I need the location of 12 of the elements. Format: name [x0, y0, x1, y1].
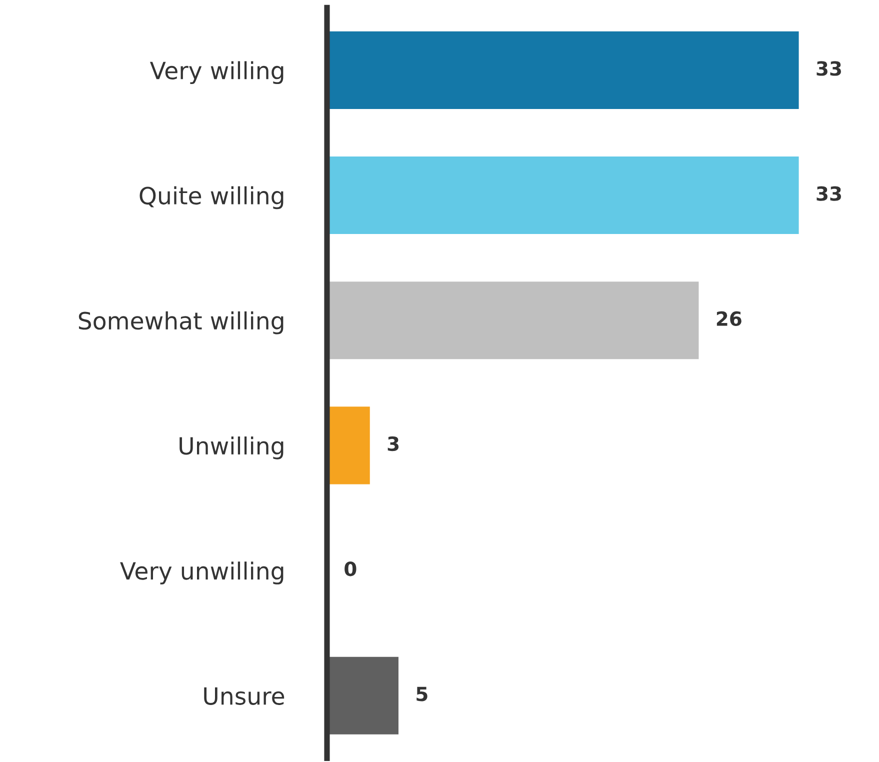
y-tick-label: Very unwilling	[120, 562, 284, 584]
data-label: 33	[816, 61, 841, 76]
data-label: 0	[344, 561, 356, 576]
y-tick-label: Unwilling	[180, 436, 284, 460]
data-label: 5	[416, 686, 428, 702]
y-tick-label: Quite willing	[140, 186, 284, 210]
data-label: 33	[816, 186, 841, 201]
y-tick-label: Somewhat willing	[78, 311, 284, 334]
data-label: 26	[716, 311, 742, 326]
y-tick-label: Very willing	[150, 61, 284, 84]
y-tick-label: Unsure	[204, 687, 284, 705]
data-label: 3	[388, 436, 399, 452]
